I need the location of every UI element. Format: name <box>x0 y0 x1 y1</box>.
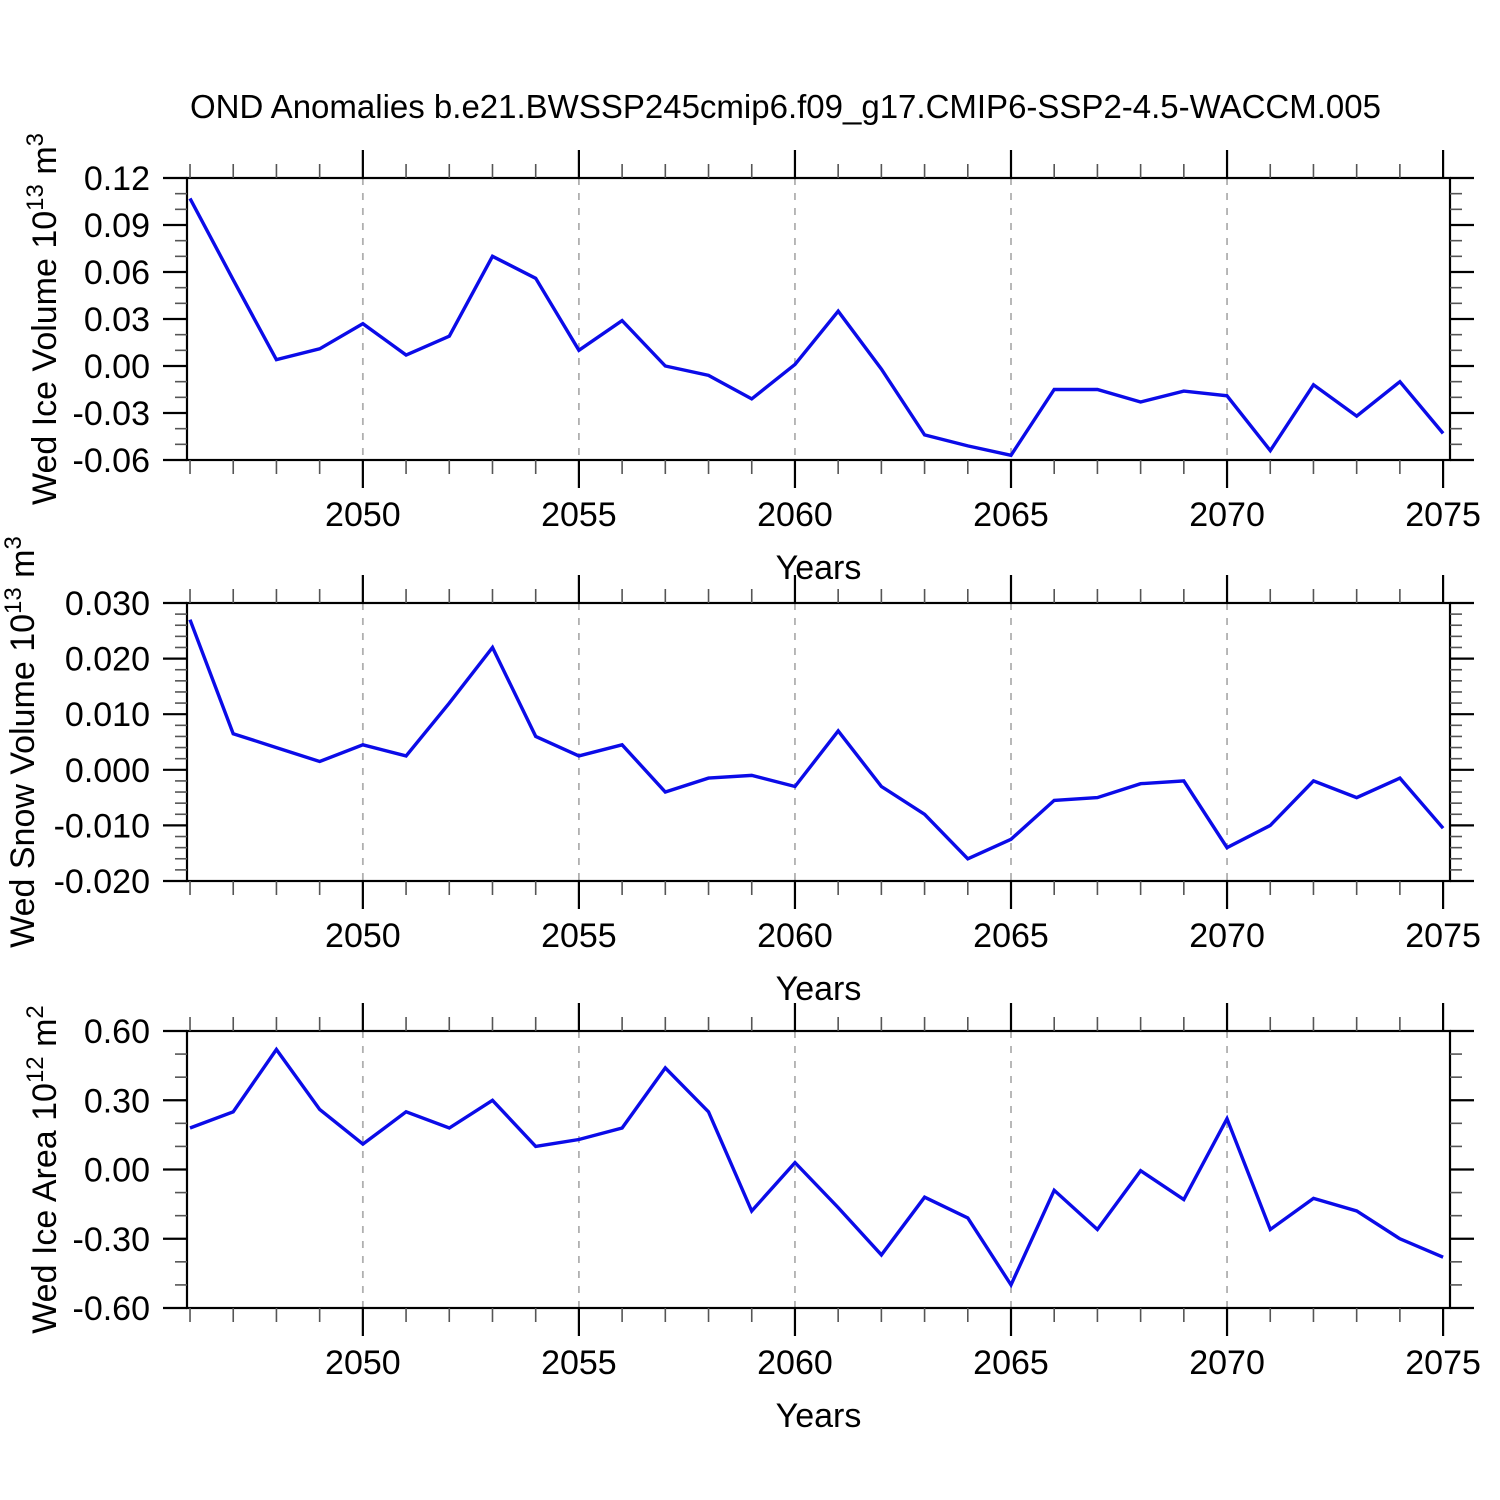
y-tick-label: 0.010 <box>65 696 150 734</box>
x-tick-label: 2075 <box>1405 496 1481 534</box>
y-tick-label: 0.30 <box>84 1082 150 1120</box>
wed-ice-volume-line <box>188 197 1445 458</box>
x-tick-label: 2055 <box>541 496 617 534</box>
y-tick-label: 0.000 <box>65 752 150 790</box>
wed-snow-volume-frame <box>185 601 1452 883</box>
y-tick-label: 0.00 <box>84 1152 150 1190</box>
x-tick-label: 2060 <box>757 496 833 534</box>
wed-snow-volume-y-axis-title: Wed Snow Volume 1013 m3 <box>0 536 42 948</box>
x-tick-label: 2055 <box>541 1344 617 1382</box>
y-tick-label: -0.30 <box>73 1221 151 1259</box>
y-tick-label: 0.09 <box>84 207 150 245</box>
figure-title: OND Anomalies b.e21.BWSSP245cmip6.f09_g1… <box>190 88 1381 125</box>
x-tick-label: 2060 <box>757 917 833 955</box>
y-tick-label: -0.60 <box>73 1290 151 1328</box>
x-tick-label: 2070 <box>1189 1344 1265 1382</box>
y-tick-label: 0.00 <box>84 348 150 386</box>
y-tick-label: 0.03 <box>84 301 150 339</box>
x-tick-label: 2055 <box>541 917 617 955</box>
x-tick-label: 2075 <box>1405 917 1481 955</box>
wed-ice-area-x-axis-title: Years <box>776 1397 862 1435</box>
wed-ice-volume-x-axis-title: Years <box>776 549 862 587</box>
x-tick-label: 2070 <box>1189 496 1265 534</box>
x-tick-label: 2050 <box>325 917 401 955</box>
y-tick-label: 0.030 <box>65 585 150 623</box>
y-tick-label: 0.60 <box>84 1013 150 1051</box>
x-tick-label: 2065 <box>973 1344 1049 1382</box>
wed-snow-volume-x-axis-title: Years <box>776 970 862 1008</box>
x-tick-label: 2065 <box>973 496 1049 534</box>
x-tick-label: 2050 <box>325 1344 401 1382</box>
wed-ice-area-frame <box>185 1029 1452 1310</box>
wed-ice-area-y-axis-title: Wed Ice Area 1012 m2 <box>22 1005 64 1334</box>
wed-ice-volume-y-axis-title: Wed Ice Volume 1013 m3 <box>22 133 64 505</box>
x-tick-label: 2060 <box>757 1344 833 1382</box>
y-tick-label: 0.06 <box>84 254 150 292</box>
wed-ice-area-line <box>189 1046 1444 1289</box>
x-tick-label: 2075 <box>1405 1344 1481 1382</box>
x-tick-label: 2070 <box>1189 917 1265 955</box>
wed-ice-volume-frame <box>185 176 1452 462</box>
y-tick-label: -0.06 <box>73 442 151 480</box>
y-tick-label: -0.03 <box>73 395 151 433</box>
x-tick-label: 2065 <box>973 917 1049 955</box>
y-tick-label: -0.010 <box>54 807 150 845</box>
y-tick-label: -0.020 <box>54 863 150 901</box>
y-tick-label: 0.12 <box>84 160 150 198</box>
x-tick-label: 2050 <box>325 496 401 534</box>
wed-snow-volume-line <box>188 619 1445 861</box>
y-tick-label: 0.020 <box>65 641 150 679</box>
